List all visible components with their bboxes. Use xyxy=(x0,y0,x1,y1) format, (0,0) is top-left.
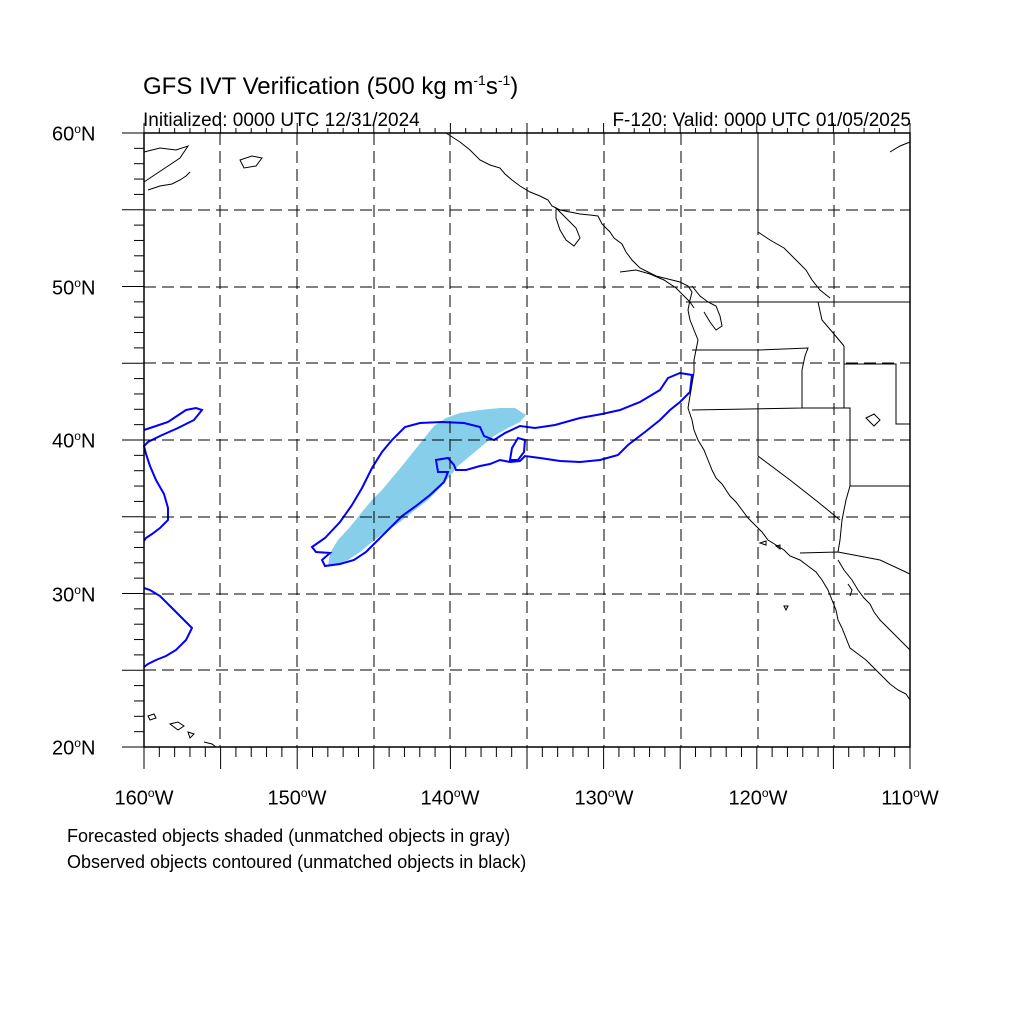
lon-label-110w: 110oW xyxy=(881,786,938,811)
lon-value: 120 xyxy=(728,787,762,810)
lat-suffix: N xyxy=(80,123,96,146)
lon-value: 160 xyxy=(114,787,148,810)
title-suffix: ) xyxy=(510,73,519,100)
degree-mark: o xyxy=(913,786,920,800)
degree-mark: o xyxy=(453,786,461,800)
footnote-forecast: Forecasted objects shaded (unmatched obj… xyxy=(67,826,511,846)
title-mid: s xyxy=(485,73,498,100)
lon-suffix: W xyxy=(614,787,634,810)
lon-label-150w: 150oW xyxy=(268,786,327,811)
degree-mark: o xyxy=(74,736,81,750)
lat-label-50: 50oN xyxy=(52,276,95,301)
observed-contour-west-south xyxy=(143,587,194,668)
degree-mark: o xyxy=(74,583,81,597)
lon-suffix: W xyxy=(919,787,939,810)
valid-label: F-120: Valid: 0000 UTC 01/05/2025 xyxy=(612,110,911,131)
degree-mark: o xyxy=(300,786,308,800)
lon-value: 130 xyxy=(574,787,608,810)
lon-suffix: W xyxy=(307,787,327,810)
lat-suffix: N xyxy=(80,277,96,300)
chart-title: GFS IVT Verification (500 kg m-1s-1) xyxy=(143,72,518,101)
title-exp1: -1 xyxy=(473,72,486,88)
lon-value: 150 xyxy=(267,787,301,810)
lon-label-120w: 120oW xyxy=(729,786,788,811)
graticule xyxy=(144,133,910,747)
lon-label-160w: 160oW xyxy=(115,786,174,811)
lat-label-60: 60oN xyxy=(52,122,95,147)
forecast-ivt-object xyxy=(328,408,526,566)
lon-suffix: W xyxy=(154,787,174,810)
degree-mark: o xyxy=(74,276,81,290)
title-exp2: -1 xyxy=(497,72,511,88)
lon-suffix: W xyxy=(460,787,480,810)
lat-value: 60 xyxy=(52,123,75,146)
axis-ticks xyxy=(122,123,911,769)
degree-mark: o xyxy=(74,429,81,443)
lat-value: 40 xyxy=(52,430,75,453)
degree-mark: o xyxy=(74,122,81,136)
degree-mark: o xyxy=(147,786,155,800)
coastlines xyxy=(143,132,911,748)
degree-mark: o xyxy=(761,786,769,800)
lon-suffix: W xyxy=(768,787,788,810)
observed-contour-west-north xyxy=(142,406,204,542)
title-prefix: GFS IVT Verification (500 kg m xyxy=(143,73,474,100)
lat-suffix: N xyxy=(80,737,96,760)
lon-label-130w: 130oW xyxy=(575,786,634,811)
lon-label-140w: 140oW xyxy=(421,786,480,811)
degree-mark: o xyxy=(607,786,615,800)
lon-value: 110 xyxy=(881,787,914,810)
lon-value: 140 xyxy=(420,787,454,810)
lat-label-20: 20oN xyxy=(52,736,95,761)
political-boundaries xyxy=(686,132,911,575)
observed-contour-inner xyxy=(508,436,527,461)
lat-suffix: N xyxy=(80,430,96,453)
lat-label-40: 40oN xyxy=(52,429,95,454)
lat-label-30: 30oN xyxy=(52,583,95,608)
observed-contour-main xyxy=(310,371,694,568)
lat-value: 30 xyxy=(52,584,75,607)
footnote-observed: Observed objects contoured (unmatched ob… xyxy=(67,852,527,872)
lat-suffix: N xyxy=(80,584,96,607)
initialized-label: Initialized: 0000 UTC 12/31/2024 xyxy=(143,110,420,131)
lat-value: 50 xyxy=(52,277,75,300)
lat-value: 20 xyxy=(52,737,75,760)
